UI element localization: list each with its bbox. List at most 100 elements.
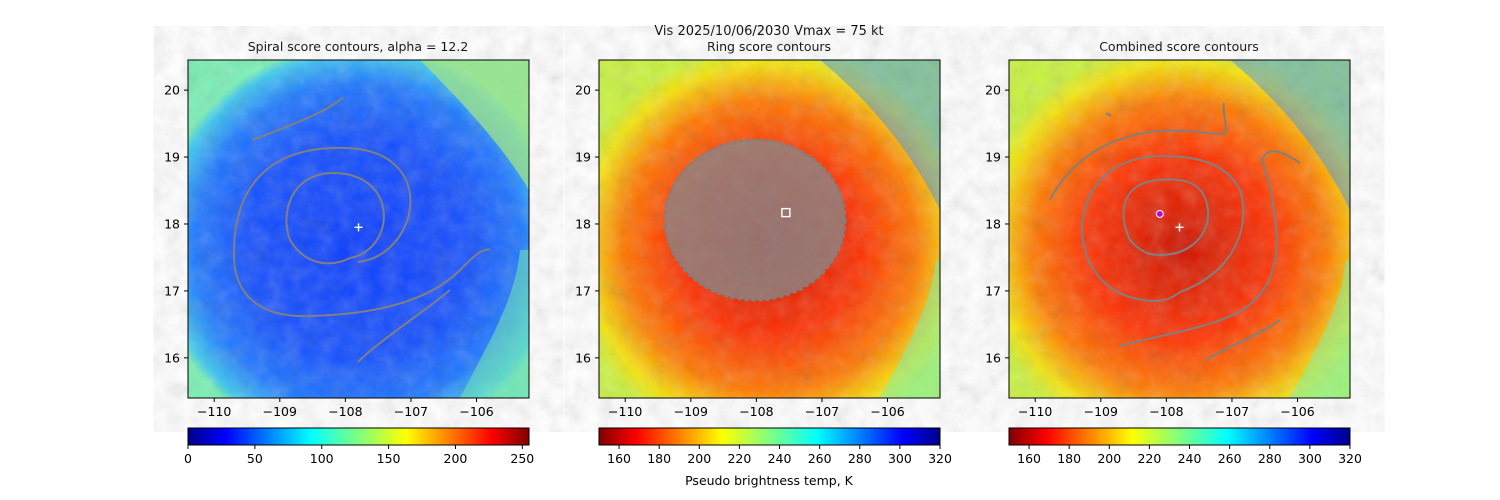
spiral-contours [232, 96, 491, 363]
contour-line [1205, 319, 1281, 361]
panel-combined: Combined score contours −110 −109 −108 −107… [985, 39, 1362, 466]
colorbar-tick-label: 220 [1137, 451, 1161, 466]
y-tick-label: 17 [164, 283, 180, 298]
x-ticks-spiral: −110 −109 −108 −107 −106 [197, 398, 494, 419]
colorbar-tick-label: 160 [607, 451, 631, 466]
y-tick-label: 18 [575, 216, 591, 231]
x-tick-label: −109 [674, 404, 708, 419]
colorbar-tick-label: 150 [377, 451, 401, 466]
colorbar-tick-label: 250 [510, 451, 534, 466]
y-tick-label: 17 [575, 283, 591, 298]
axes-frame-ring [598, 59, 941, 399]
center-plus-marker [354, 223, 363, 232]
colorbar-ticks-ring: 160 180 200 220 240 260 280 300 320 [607, 445, 952, 466]
x-tick-label: −106 [1280, 404, 1314, 419]
colorbar-tick-label: 200 [687, 451, 711, 466]
colorbar-tick-label: 260 [1218, 451, 1242, 466]
colorbar-tick-label: 240 [1178, 451, 1202, 466]
contour-line [1119, 150, 1301, 347]
colorbar-tick-label: 240 [768, 451, 792, 466]
cold-cloud-edge-combined [1230, 60, 1350, 210]
colorbar-tick-label: 320 [1338, 451, 1362, 466]
panel-ring: Ring score contours −110 −109 −108 −107 −106… [575, 39, 952, 488]
combined-contours [1049, 102, 1301, 361]
colorbar-tick-label: 320 [928, 451, 952, 466]
x-tick-label: −107 [394, 404, 428, 419]
contour-line [232, 146, 491, 318]
y-tick-label: 19 [164, 150, 180, 165]
axes-frame-combined [1008, 59, 1351, 399]
x-tick-label: −108 [328, 404, 362, 419]
figure-suptitle: Vis 2025/10/06/2030 Vmax = 75 kt [654, 24, 883, 39]
contour-line [1122, 178, 1210, 257]
x-tick-label: −107 [1215, 404, 1249, 419]
center-square-marker [781, 207, 791, 218]
contour-line [357, 289, 451, 363]
center-markers-spiral [354, 223, 363, 232]
colorbar-ring [599, 428, 940, 445]
center-markers-combined [1155, 209, 1184, 232]
panel-title-ring: Ring score contours [707, 39, 831, 54]
colorbar-spiral [188, 428, 529, 445]
y-tick-label: 16 [575, 350, 591, 365]
y-tick-label: 20 [164, 83, 180, 98]
y-ticks-combined: 16 17 18 19 20 [985, 83, 1009, 365]
colorbar-frame-spiral [187, 427, 530, 446]
outer-cloud-edge-spiral-2 [460, 250, 529, 398]
y-tick-label: 19 [575, 150, 591, 165]
x-tick-label: −110 [608, 404, 642, 419]
x-tick-label: −106 [459, 404, 493, 419]
colorbar-tick-label: 260 [808, 451, 832, 466]
x-tick-label: −108 [1149, 404, 1183, 419]
contour-line [1105, 112, 1112, 117]
x-tick-label: −110 [197, 404, 231, 419]
center-circle-marker [1155, 209, 1164, 218]
colorbar-frame-combined [1008, 427, 1351, 446]
y-tick-label: 20 [575, 83, 591, 98]
x-tick-label: −107 [805, 404, 839, 419]
outer-cloud-edge-ring [880, 260, 940, 398]
y-tick-label: 16 [985, 350, 1001, 365]
colorbar-tick-label: 280 [1258, 451, 1282, 466]
y-tick-label: 19 [985, 150, 1001, 165]
contour-line [1080, 154, 1245, 303]
ring-contour-cloud [665, 140, 845, 300]
x-tick-label: −109 [1084, 404, 1118, 419]
panel-title-spiral: Spiral score contours, alpha = 12.2 [248, 39, 469, 54]
colorbar-tick-label: 200 [444, 451, 468, 466]
x-tick-label: −108 [739, 404, 773, 419]
contour-line [251, 96, 344, 141]
outer-cloud-edge-combined [1290, 260, 1350, 398]
colorbar-ticks-spiral: 0 50 100 150 200 250 [184, 445, 534, 466]
colorbar-tick-label: 160 [1017, 451, 1041, 466]
outer-cloud-edge-spiral [420, 60, 529, 190]
colorbar-label-ring: Pseudo brightness temp, K [685, 473, 854, 488]
panel-title-combined: Combined score contours [1099, 39, 1259, 54]
colorbar-tick-label: 180 [1057, 451, 1081, 466]
colorbar-combined [1009, 428, 1350, 445]
ring-contour-edge [663, 138, 847, 302]
contour-line [285, 171, 385, 265]
y-tick-label: 18 [164, 216, 180, 231]
colorbar-tick-label: 0 [184, 451, 192, 466]
y-ticks-ring: 16 17 18 19 20 [575, 83, 599, 365]
colorbar-tick-label: 200 [1097, 451, 1121, 466]
x-ticks-ring: −110 −109 −108 −107 −106 [608, 398, 905, 419]
panel-spiral: Spiral score contours, alpha = 12.2 −110… [164, 39, 534, 466]
contour-line [1049, 102, 1228, 201]
x-tick-label: −109 [263, 404, 297, 419]
colorbar-tick-label: 300 [888, 451, 912, 466]
y-tick-label: 18 [985, 216, 1001, 231]
colorbar-tick-label: 220 [727, 451, 751, 466]
x-ticks-combined: −110 −109 −108 −107 −106 [1018, 398, 1315, 419]
colorbar-tick-label: 50 [247, 451, 263, 466]
colorbar-tick-label: 280 [848, 451, 872, 466]
colorbar-tick-label: 300 [1298, 451, 1322, 466]
center-plus-marker [1175, 223, 1184, 232]
colorbar-tick-label: 180 [647, 451, 671, 466]
cold-cloud-edge-ring [820, 60, 940, 210]
x-tick-label: −106 [870, 404, 904, 419]
center-markers-ring [781, 207, 791, 218]
colorbar-frame-ring [598, 427, 941, 446]
